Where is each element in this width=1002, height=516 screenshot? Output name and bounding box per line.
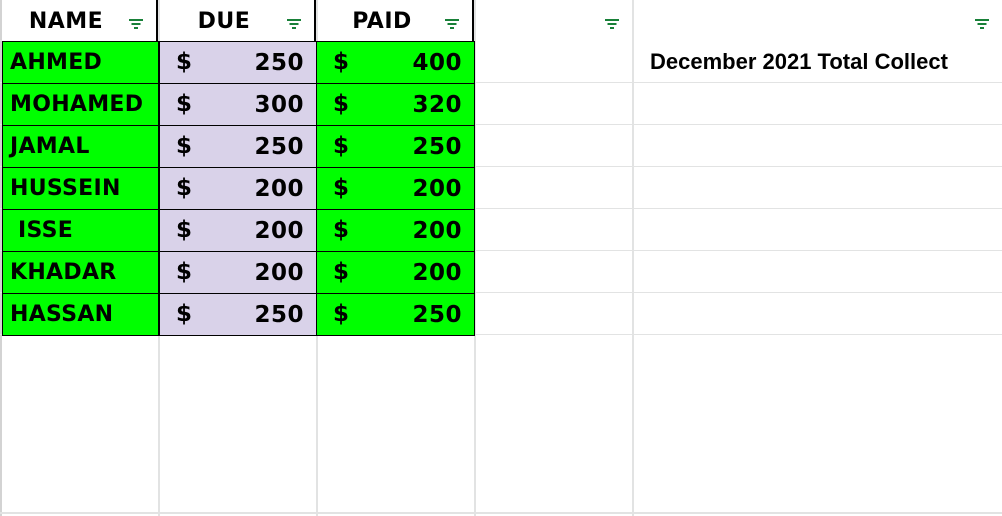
- grid-line: [0, 82, 1002, 83]
- grid-line: [0, 124, 1002, 125]
- paid-cell[interactable]: $400: [316, 41, 475, 84]
- name-value: MOHAMED: [10, 92, 144, 117]
- header-cell-paid[interactable]: PAID: [318, 0, 474, 41]
- currency-symbol: $: [176, 217, 193, 243]
- currency-symbol: $: [333, 91, 350, 117]
- name-value: JAMAL: [10, 134, 90, 159]
- header-cell-empty-d[interactable]: [476, 0, 632, 41]
- currency-symbol: $: [176, 91, 193, 117]
- name-cell[interactable]: HASSAN: [2, 293, 159, 336]
- name-value: ISSE: [10, 218, 74, 243]
- grid-line: [0, 0, 2, 516]
- header-cell-due[interactable]: DUE: [160, 0, 316, 41]
- filter-icon[interactable]: [128, 19, 144, 29]
- currency-symbol: $: [176, 133, 193, 159]
- filter-icon[interactable]: [286, 19, 302, 29]
- paid-cell[interactable]: $320: [316, 83, 475, 126]
- due-amount: 200: [254, 260, 304, 286]
- grid-line: [0, 512, 1002, 514]
- grid-line: [0, 208, 1002, 209]
- paid-cell[interactable]: $200: [316, 167, 475, 210]
- name-value: KHADAR: [10, 260, 117, 285]
- name-cell[interactable]: KHADAR: [2, 251, 159, 294]
- name-cell[interactable]: AHMED: [2, 41, 159, 84]
- due-cell[interactable]: $250: [159, 125, 317, 168]
- currency-symbol: $: [333, 49, 350, 75]
- grid-line: [0, 334, 1002, 335]
- name-cell[interactable]: MOHAMED: [2, 83, 159, 126]
- due-cell[interactable]: $250: [159, 41, 317, 84]
- due-amount: 300: [254, 92, 304, 118]
- currency-symbol: $: [333, 217, 350, 243]
- currency-symbol: $: [176, 259, 193, 285]
- paid-amount: 200: [412, 218, 462, 244]
- paid-amount: 400: [412, 50, 462, 76]
- currency-symbol: $: [333, 175, 350, 201]
- grid-line: [474, 0, 476, 516]
- due-cell[interactable]: $200: [159, 251, 317, 294]
- currency-symbol: $: [176, 301, 193, 327]
- due-amount: 200: [254, 218, 304, 244]
- paid-amount: 250: [412, 302, 462, 328]
- paid-amount: 200: [412, 260, 462, 286]
- name-cell[interactable]: ISSE: [2, 209, 159, 252]
- currency-symbol: $: [176, 49, 193, 75]
- due-amount: 250: [254, 302, 304, 328]
- due-amount: 200: [254, 176, 304, 202]
- currency-symbol: $: [333, 133, 350, 159]
- grid-line: [0, 250, 1002, 251]
- due-cell[interactable]: $200: [159, 209, 317, 252]
- name-value: HASSAN: [10, 302, 114, 327]
- paid-cell[interactable]: $200: [316, 251, 475, 294]
- paid-cell[interactable]: $250: [316, 125, 475, 168]
- due-cell[interactable]: $300: [159, 83, 317, 126]
- paid-amount: 200: [412, 176, 462, 202]
- paid-cell[interactable]: $200: [316, 209, 475, 252]
- currency-symbol: $: [176, 175, 193, 201]
- name-value: AHMED: [10, 50, 103, 75]
- header-label-name: NAME: [28, 9, 104, 34]
- header-label-due: DUE: [197, 9, 251, 34]
- currency-symbol: $: [333, 259, 350, 285]
- due-amount: 250: [254, 50, 304, 76]
- due-cell[interactable]: $200: [159, 167, 317, 210]
- name-value: HUSSEIN: [10, 176, 121, 201]
- currency-symbol: $: [333, 301, 350, 327]
- filter-icon[interactable]: [444, 19, 460, 29]
- grid-line: [0, 166, 1002, 167]
- due-amount: 250: [254, 134, 304, 160]
- grid-line: [0, 292, 1002, 293]
- note-cell[interactable]: December 2021 Total Collect: [650, 49, 948, 74]
- header-cell-empty-e[interactable]: [634, 0, 1002, 41]
- name-cell[interactable]: JAMAL: [2, 125, 159, 168]
- header-label-paid: PAID: [352, 9, 412, 34]
- paid-cell[interactable]: $250: [316, 293, 475, 336]
- grid-line: [632, 0, 634, 516]
- paid-amount: 250: [412, 134, 462, 160]
- name-cell[interactable]: HUSSEIN: [2, 167, 159, 210]
- filter-icon[interactable]: [604, 19, 620, 29]
- header-cell-name[interactable]: NAME: [2, 0, 158, 41]
- filter-icon[interactable]: [974, 19, 990, 29]
- due-cell[interactable]: $250: [159, 293, 317, 336]
- paid-amount: 320: [412, 92, 462, 118]
